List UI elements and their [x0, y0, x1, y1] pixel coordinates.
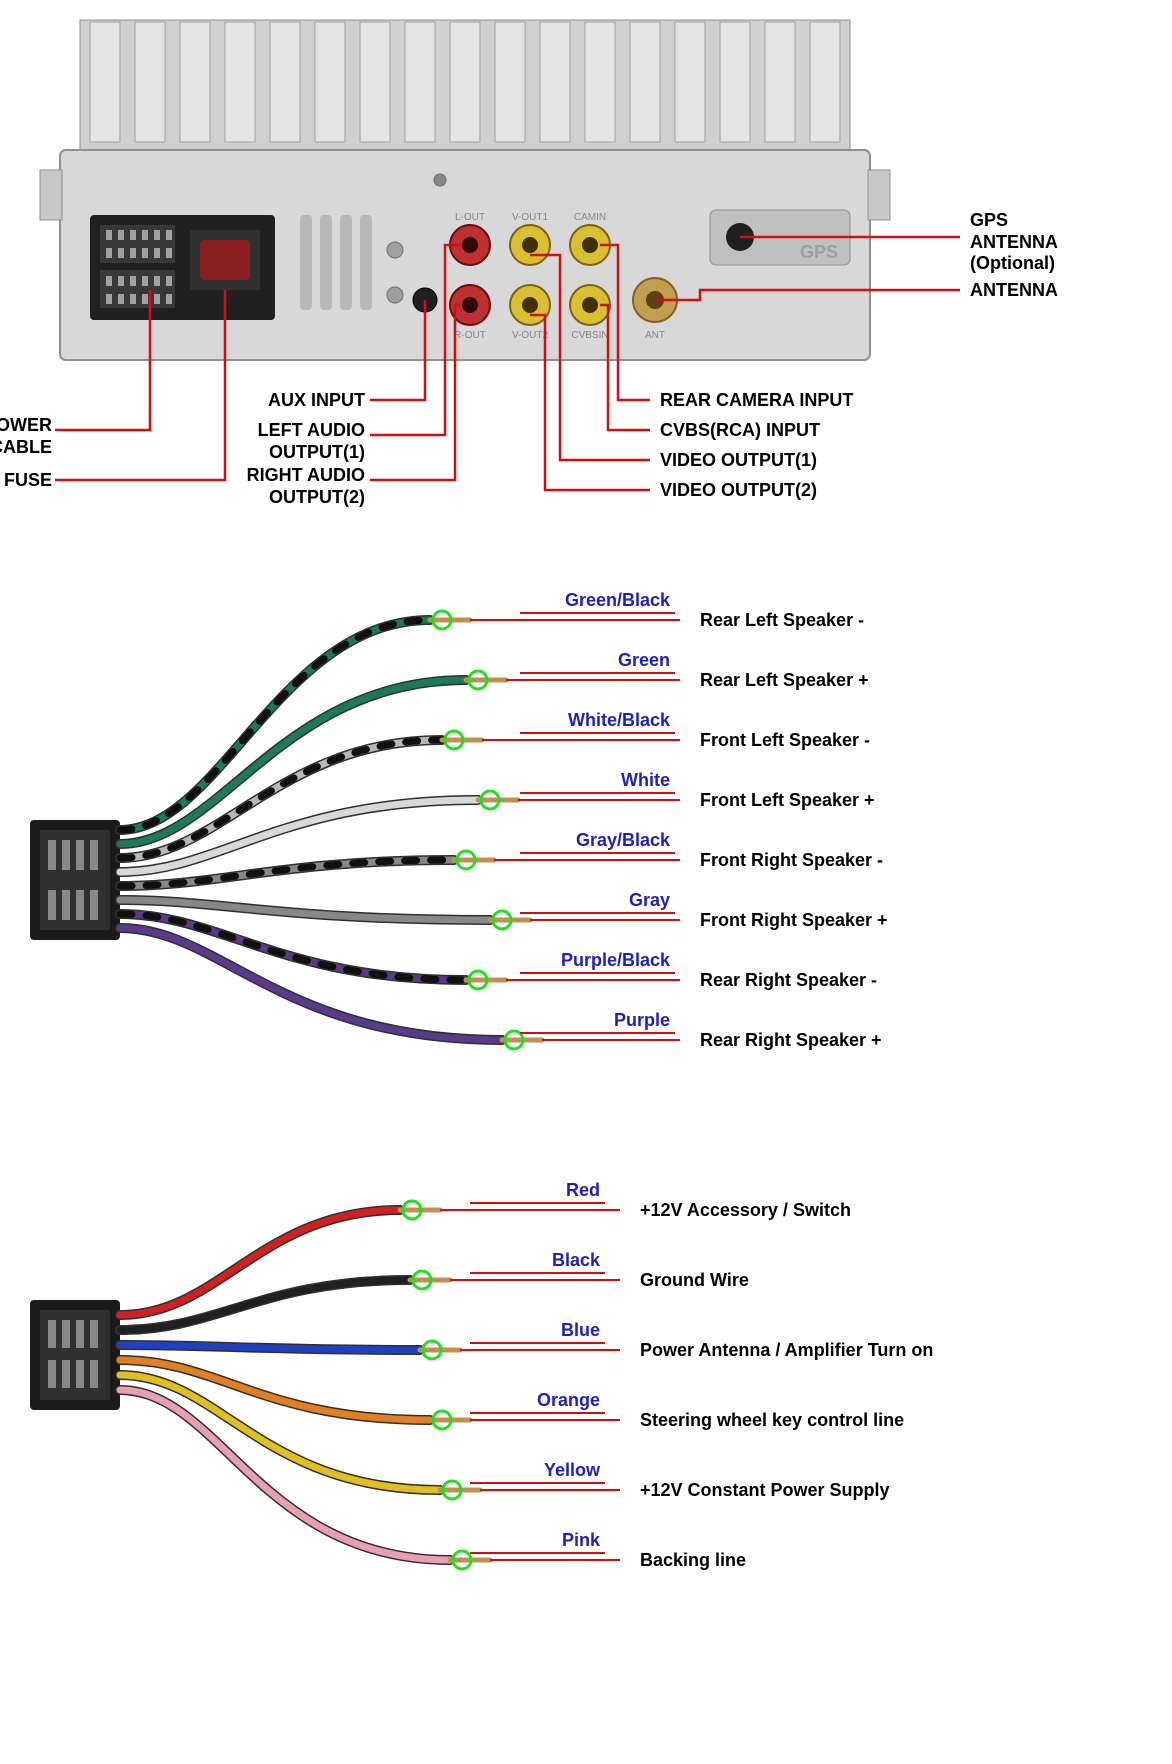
label-gps-antenna: GPS ANTENNA (Optional)	[970, 210, 1058, 275]
label-video1: VIDEO OUTPUT(1)	[660, 450, 817, 472]
wire-desc-label: Front Right Speaker -	[700, 850, 883, 871]
svg-text:V-OUT2: V-OUT2	[512, 330, 549, 341]
wire-desc-label: Rear Left Speaker +	[700, 670, 869, 691]
svg-text:L-OUT: L-OUT	[455, 212, 485, 223]
label-cvbs: CVBS(RCA) INPUT	[660, 420, 820, 442]
wire-color-label: Gray/Black	[520, 830, 670, 851]
wire-color-label: Yellow	[470, 1460, 600, 1481]
svg-text:V-OUT1: V-OUT1	[512, 212, 549, 223]
wire-desc-label: +12V Accessory / Switch	[640, 1200, 851, 1221]
wire-desc-label: Rear Right Speaker -	[700, 970, 877, 991]
wire-color-label: White/Black	[520, 710, 670, 731]
wire-desc-label: Front Left Speaker -	[700, 730, 870, 751]
label-antenna: ANTENNA	[970, 280, 1058, 302]
wire-color-label: Red	[470, 1180, 600, 1201]
wire-color-label: Gray	[520, 890, 670, 911]
svg-text:CAMIN: CAMIN	[574, 212, 606, 223]
wire-desc-label: Power Antenna / Amplifier Turn on	[640, 1340, 933, 1361]
wire-desc-label: Steering wheel key control line	[640, 1410, 904, 1431]
label-video2: VIDEO OUTPUT(2)	[660, 480, 817, 502]
wire-color-label: Orange	[470, 1390, 600, 1411]
wire-color-label: Green	[520, 650, 670, 671]
wire-desc-label: +12V Constant Power Supply	[640, 1480, 890, 1501]
wire-desc-label: Rear Right Speaker +	[700, 1030, 882, 1051]
label-aux: AUX INPUT	[250, 390, 365, 412]
label-power-cable: POWERCABLE	[0, 415, 52, 458]
wire-color-label: Green/Black	[520, 590, 670, 611]
label-right-audio: RIGHT AUDIOOUTPUT(2)	[225, 465, 365, 508]
label-left-audio: LEFT AUDIOOUTPUT(1)	[225, 420, 365, 463]
iso-connector	[90, 215, 275, 320]
heatsink	[80, 20, 850, 160]
wire-desc-label: Backing line	[640, 1550, 746, 1571]
label-fuse: FUSE	[0, 470, 52, 492]
wire-color-label: Black	[470, 1250, 600, 1271]
wire-desc-label: Ground Wire	[640, 1270, 749, 1291]
wire-desc-label: Front Right Speaker +	[700, 910, 888, 931]
wire-color-label: White	[520, 770, 670, 791]
svg-text:R-OUT: R-OUT	[454, 330, 486, 341]
label-rear-camera: REAR CAMERA INPUT	[660, 390, 853, 412]
svg-text:GPS: GPS	[800, 242, 838, 262]
wire-desc-label: Front Left Speaker +	[700, 790, 875, 811]
svg-text:ANT: ANT	[645, 330, 665, 341]
wire-color-label: Pink	[470, 1530, 600, 1551]
wire-color-label: Purple	[520, 1010, 670, 1031]
svg-text:CVBSIN: CVBSIN	[571, 330, 608, 341]
wire-color-label: Purple/Black	[520, 950, 670, 971]
wire-color-label: Blue	[470, 1320, 600, 1341]
wire-desc-label: Rear Left Speaker -	[700, 610, 864, 631]
